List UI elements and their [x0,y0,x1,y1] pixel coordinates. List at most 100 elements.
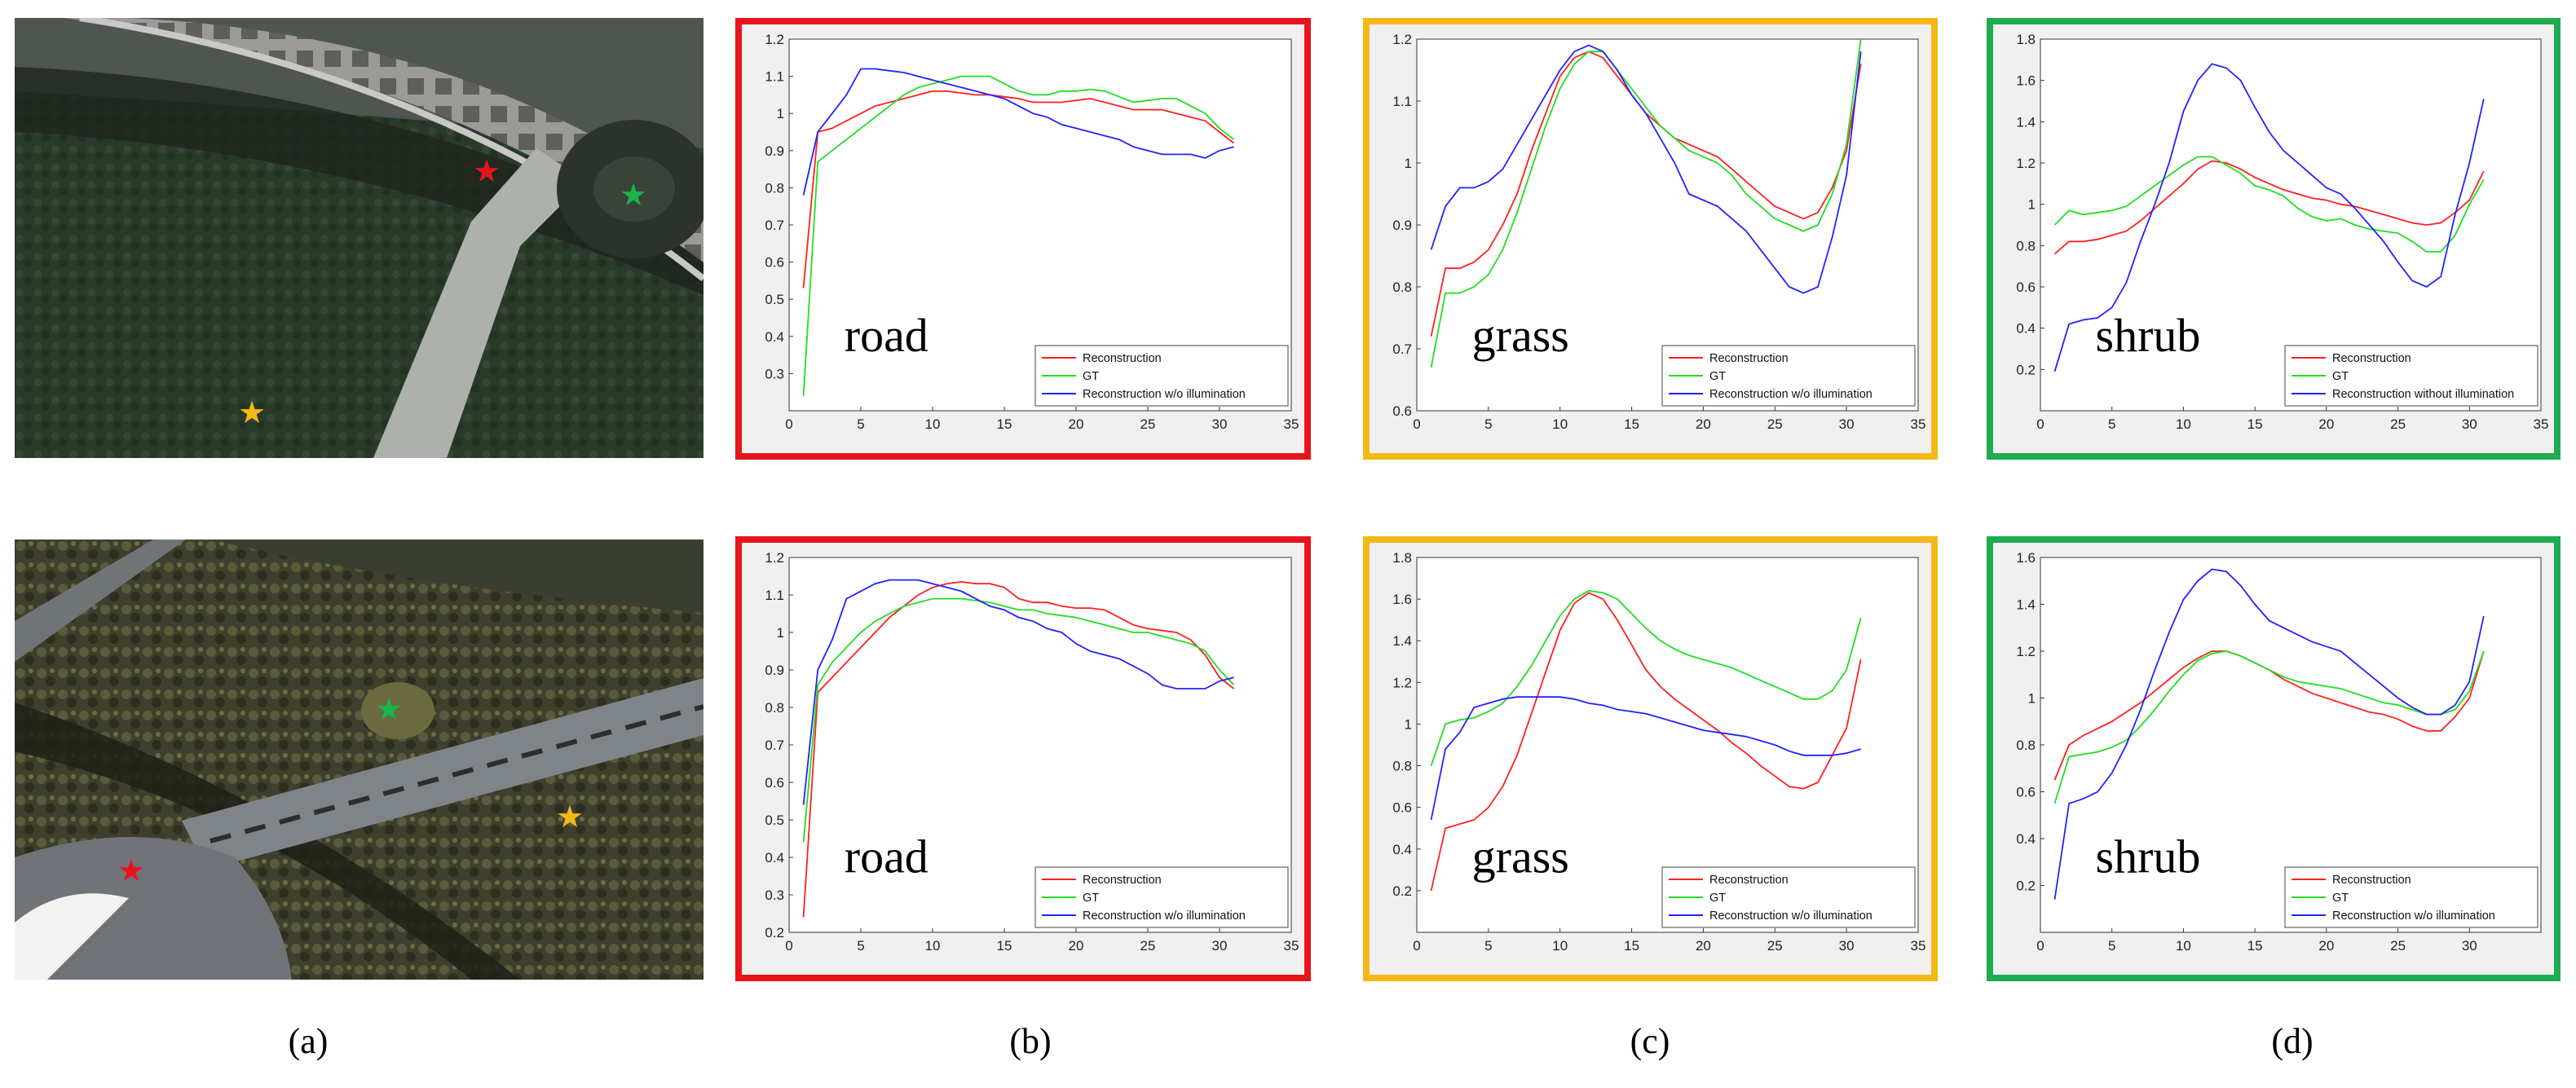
x-tick-label: 15 [2247,416,2263,432]
legend-box [2284,866,2539,928]
chart-road-bottom: 0 5 10 15 20 25 30 35 0.2 0.3 0.4 0.5 0.6 0.7 0.8 0.9 1 1… [735,536,1311,981]
x-tick-label: 25 [1767,938,1783,954]
star-marker-red: ★ [117,852,146,888]
y-tick-label: 0.4 [2016,831,2036,847]
y-tick-label: 0.6 [765,775,784,791]
chart-svg: 0 5 10 15 20 25 30 35 0.2 0.4 0.6 0.8 1 1.2 1.4 1.6 1.8 s… [2016,32,2549,432]
y-tick-label: 0.7 [765,738,784,753]
legend-label: Reconstruction w/o illumination [2332,910,2495,923]
x-tick-label: 30 [2462,938,2477,954]
y-tick-label: 1.6 [2016,550,2036,566]
legend-label: GT [1709,892,1726,905]
x-tick-label: 20 [1696,416,1711,432]
y-tick-label: 0.8 [1392,759,1412,774]
y-tick-label: 0.8 [2016,238,2036,253]
series-line-reconstruction [802,580,1235,918]
y-tick-label: 1.1 [1392,94,1412,109]
x-tick-label: 35 [2534,416,2549,432]
legend-label: GT [2332,892,2349,905]
x-tick-label: 5 [1484,938,1492,954]
y-tick-label: 0.9 [765,663,784,678]
y-tick-label: 0.6 [2016,785,2036,800]
y-tick-label: 1.2 [765,550,784,566]
x-tick-label: 25 [1140,938,1156,954]
y-tick-label: 1.4 [2016,597,2036,613]
y-tick-label: 1.4 [2016,114,2036,130]
y-tick-label: 0.5 [765,813,784,828]
x-tick-label: 15 [1624,938,1639,954]
y-tick-label: 0.6 [1392,403,1412,419]
star-marker-yellow: ★ [556,799,584,835]
chart-shrub-top: 0 5 10 15 20 25 30 35 0.2 0.4 0.6 0.8 1 1.2 1.4 1.6 1.8 s… [1987,18,2561,460]
x-tick-label: 25 [2390,416,2406,432]
chart-title: grass [1472,830,1569,883]
x-tick-label: 30 [1212,938,1228,954]
x-tick-label: 20 [1696,938,1711,954]
legend-label: Reconstruction [1709,352,1789,365]
chart-road-top: 0 5 10 15 20 25 30 35 0.3 0.4 0.5 0.6 0.7 0.8 0.9 1 1.1 1… [735,18,1311,460]
y-tick-label: 0.3 [765,888,784,903]
chart-grass-top: 0 5 10 15 20 25 30 35 0.6 0.7 0.8 0.9 1 1.1 1.2 grass Re… [1363,18,1938,460]
y-tick-label: 0.9 [1392,218,1412,233]
x-tick-label: 10 [2176,416,2191,432]
series-line-gt [802,75,1235,396]
y-tick-label: 0.3 [765,366,784,381]
y-tick-label: 1.1 [765,69,784,85]
x-tick-label: 0 [2036,416,2044,432]
chart-title: shrub [2096,830,2201,883]
y-tick-label: 1.6 [1392,592,1412,607]
legend-box [2284,345,2539,407]
x-tick-label: 0 [785,938,792,954]
legend-label: Reconstruction without illumination [2332,388,2514,401]
x-tick-label: 15 [997,938,1012,954]
series-line-wo [1430,44,1862,294]
legend-label: GT [1083,370,1099,383]
y-tick-label: 1.2 [1392,32,1412,47]
x-tick-label: 5 [2108,416,2115,432]
series-line-wo [802,68,1234,196]
y-tick-label: 1.8 [1392,550,1412,566]
x-tick-label: 30 [1839,938,1855,954]
x-tick-label: 20 [2318,938,2334,954]
y-tick-label: 0.6 [2016,280,2036,295]
panel-label-b: (b) [1009,1021,1052,1061]
y-tick-label: 1 [777,106,784,121]
legend-label: Reconstruction [1083,874,1162,887]
legend-label: Reconstruction w/o illumination [1083,910,1246,923]
y-tick-label: 1.4 [1392,633,1412,649]
x-tick-label: 10 [925,938,941,954]
series-line-gt [802,597,1235,843]
x-tick-label: 30 [2462,416,2477,432]
panel-label-d: (d) [2271,1021,2314,1061]
y-tick-label: 0.8 [2016,738,2036,753]
chart-title: road [845,309,929,362]
y-tick-label: 0.4 [765,329,784,345]
legend-label: Reconstruction [1083,352,1162,365]
legend-box [1034,866,1289,928]
y-tick-label: 1 [2028,691,2036,707]
y-tick-label: 0.7 [1392,341,1412,357]
x-tick-label: 10 [925,416,941,432]
chart-svg: 0 5 10 15 20 25 30 0.2 0.4 0.6 0.8 1 1.2 1.4 1.6 shrub R… [2016,550,2542,954]
chart-title: grass [1472,309,1569,362]
x-tick-label: 10 [2176,938,2191,954]
x-tick-label: 25 [1767,416,1783,432]
legend-label: GT [1083,892,1099,905]
aerial-photo-bottom: ★ ★ ★ [15,540,704,980]
x-tick-label: 15 [2247,938,2263,954]
star-marker-red: ★ [473,153,501,189]
x-tick-label: 20 [2318,416,2334,432]
series-line-gt [2053,156,2485,253]
star-marker-green: ★ [375,691,404,727]
star-marker-green: ★ [620,177,648,213]
y-tick-label: 1.2 [1392,675,1412,690]
y-tick-label: 0.4 [2016,321,2036,337]
x-tick-label: 30 [1839,416,1855,432]
y-tick-label: 0.4 [765,850,784,866]
series-line-gt [1430,38,1862,368]
y-tick-label: 0.8 [1392,280,1412,295]
y-tick-label: 1 [1405,156,1412,171]
series-line-reconstruction [2053,160,2485,255]
y-tick-label: 0.8 [765,700,784,716]
legend-label: Reconstruction [2332,874,2411,887]
